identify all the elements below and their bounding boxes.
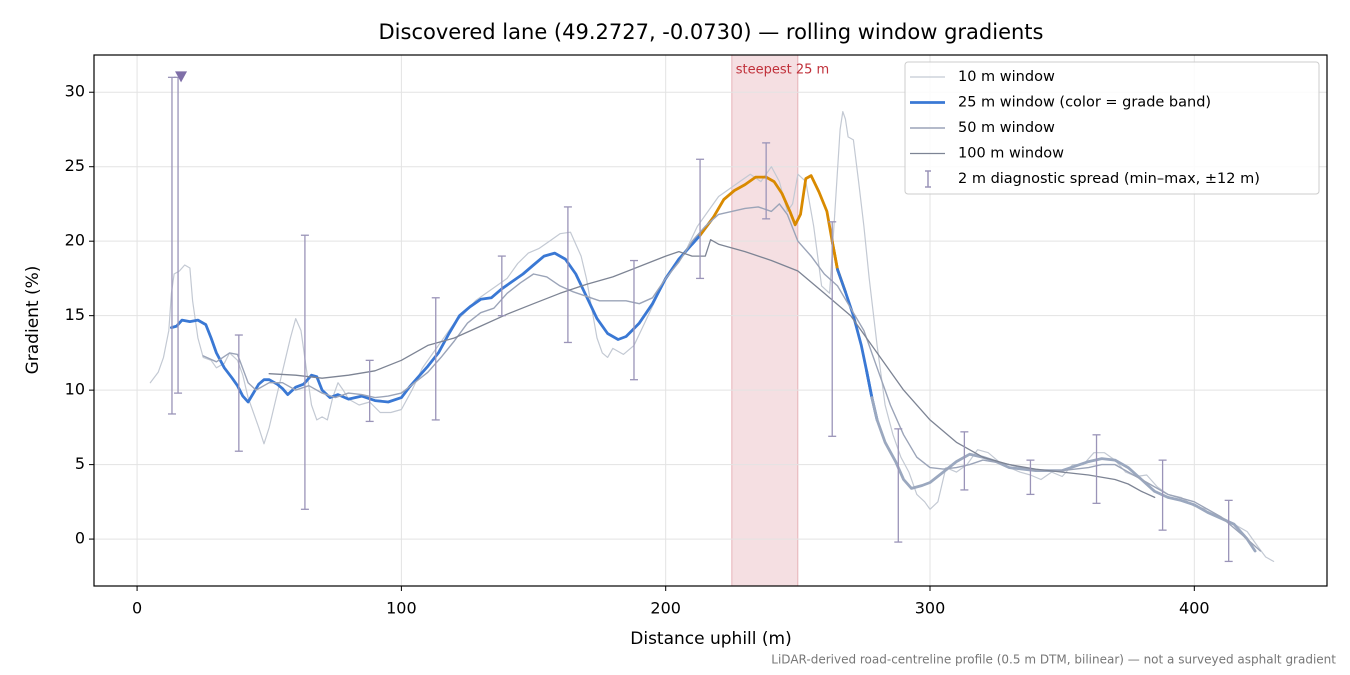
series-line (268, 239, 1156, 499)
y-tick-label: 10 (65, 380, 85, 399)
y-tick-label: 15 (65, 305, 85, 324)
y-tick-label: 25 (65, 156, 85, 175)
series-line (149, 111, 1275, 562)
y-axis-label: Gradient (%) (23, 266, 43, 375)
x-tick-label: 0 (132, 599, 142, 618)
footnote: LiDAR-derived road-centreline profile (0… (771, 653, 1336, 667)
plot-frame (93, 54, 1328, 587)
legend: 10 m window 25 m window (color = grade ba… (904, 61, 1320, 195)
legend-label: 50 m window (958, 120, 1055, 136)
highlight-band (731, 54, 799, 587)
legend-label: 100 m window (958, 146, 1064, 162)
highlight-label: steepest 25 m (736, 63, 829, 78)
x-tick-label: 200 (650, 599, 681, 618)
chart-title: Discovered lane (49.2727, -0.0730) — rol… (379, 20, 1044, 44)
legend-box (904, 61, 1320, 195)
y-tick-label: 30 (65, 82, 85, 101)
x-axis-label: Distance uphill (m) (630, 629, 791, 649)
y-tick-label: 0 (75, 529, 85, 548)
y-tick-label: 5 (75, 454, 85, 473)
x-tick-label: 300 (915, 599, 946, 618)
series-line (698, 174, 839, 271)
legend-label: 25 m window (color = grade band) (958, 95, 1211, 111)
legend-label: 2 m diagnostic spread (min–max, ±12 m) (958, 171, 1260, 187)
x-tick-label: 100 (386, 599, 417, 618)
y-tick-label: 20 (65, 231, 85, 250)
off-scale-marker (175, 71, 188, 83)
legend-label: 10 m window (958, 69, 1055, 85)
series-line (202, 203, 1262, 552)
series-line (170, 233, 702, 404)
x-tick-label: 400 (1179, 599, 1210, 618)
